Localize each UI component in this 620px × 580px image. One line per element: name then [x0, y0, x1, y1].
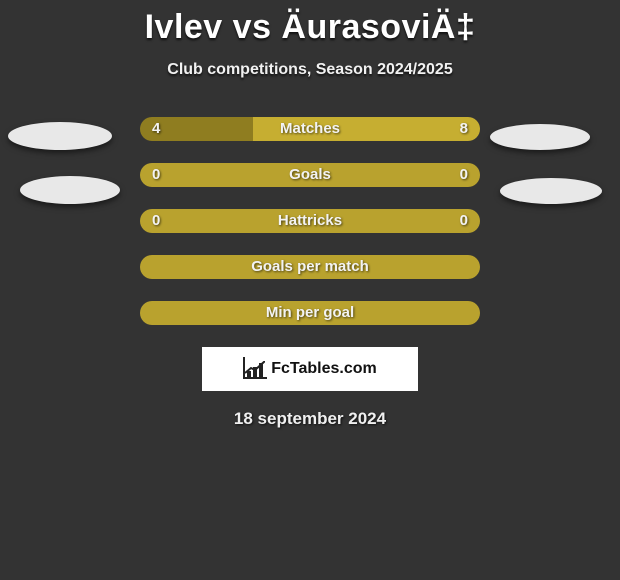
- player-photo-placeholder: [500, 178, 602, 204]
- page-title: Ivlev vs ÄurasoviÄ‡: [0, 0, 620, 47]
- player-photo-placeholder: [490, 124, 590, 150]
- chart-icon: [243, 359, 265, 379]
- bar-row-matches: 4 Matches 8: [140, 117, 480, 141]
- logo-text: FcTables.com: [271, 360, 377, 378]
- bar-right-value: 0: [460, 209, 468, 233]
- line-icon: [245, 361, 265, 375]
- date-line: 18 september 2024: [0, 409, 620, 429]
- bar-row-hattricks: 0 Hattricks 0: [140, 209, 480, 233]
- bar-label: Goals per match: [140, 255, 480, 279]
- bar-row-goals-per-match: Goals per match: [140, 255, 480, 279]
- bar-label: Goals: [140, 163, 480, 187]
- bar-row-goals: 0 Goals 0: [140, 163, 480, 187]
- player-photo-placeholder: [8, 122, 112, 150]
- fctables-logo: FcTables.com: [202, 347, 418, 391]
- bar-label: Matches: [140, 117, 480, 141]
- player-photo-placeholder: [20, 176, 120, 204]
- subtitle: Club competitions, Season 2024/2025: [0, 61, 620, 79]
- bar-label: Hattricks: [140, 209, 480, 233]
- bar-right-value: 0: [460, 163, 468, 187]
- bar-label: Min per goal: [140, 301, 480, 325]
- bar-row-min-per-goal: Min per goal: [140, 301, 480, 325]
- bar-right-value: 8: [460, 117, 468, 141]
